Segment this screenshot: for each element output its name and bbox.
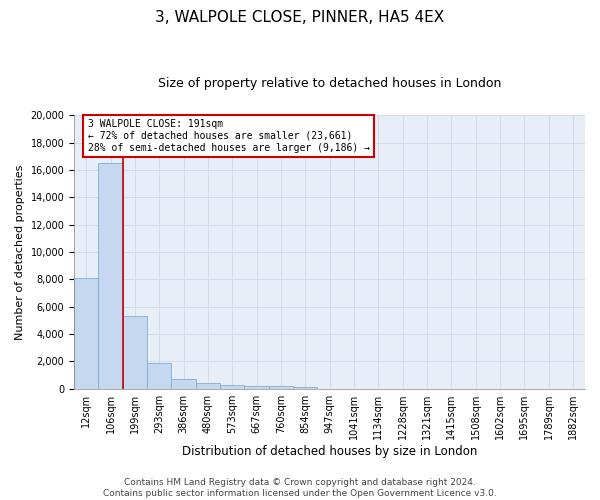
Bar	[172, 379, 196, 388]
Bar	[74, 278, 98, 388]
Text: Contains HM Land Registry data © Crown copyright and database right 2024.
Contai: Contains HM Land Registry data © Crown c…	[103, 478, 497, 498]
Bar	[293, 387, 317, 388]
Y-axis label: Number of detached properties: Number of detached properties	[15, 164, 25, 340]
Bar	[196, 384, 220, 388]
Text: 3 WALPOLE CLOSE: 191sqm
← 72% of detached houses are smaller (23,661)
28% of sem: 3 WALPOLE CLOSE: 191sqm ← 72% of detache…	[88, 120, 370, 152]
Bar	[98, 163, 123, 388]
Title: Size of property relative to detached houses in London: Size of property relative to detached ho…	[158, 78, 501, 90]
Bar	[269, 386, 293, 388]
Bar	[220, 385, 244, 388]
Bar	[244, 386, 269, 388]
X-axis label: Distribution of detached houses by size in London: Distribution of detached houses by size …	[182, 444, 477, 458]
Bar	[147, 364, 172, 388]
Bar	[123, 316, 147, 388]
Text: 3, WALPOLE CLOSE, PINNER, HA5 4EX: 3, WALPOLE CLOSE, PINNER, HA5 4EX	[155, 10, 445, 25]
